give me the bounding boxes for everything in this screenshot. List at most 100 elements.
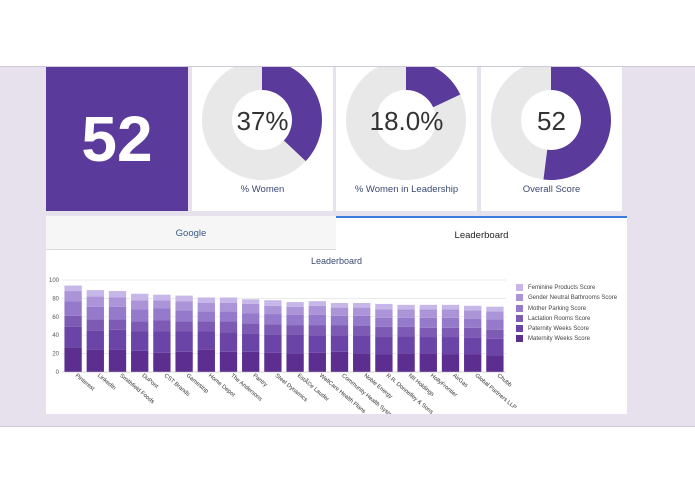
bar-segment bbox=[86, 306, 104, 320]
bar-segment bbox=[153, 331, 171, 353]
legend-swatch bbox=[516, 294, 523, 302]
bar-segment bbox=[131, 300, 149, 310]
x-tick-label: Global Partners LLP bbox=[473, 373, 517, 411]
bar-segment bbox=[375, 326, 393, 338]
bar-segment bbox=[464, 354, 482, 372]
bar-segment bbox=[264, 334, 282, 353]
bar-segment bbox=[153, 300, 171, 309]
legend-swatch bbox=[516, 335, 523, 343]
women-leadership-card: 18.0% % Women in Leadership bbox=[336, 67, 477, 211]
bar-segment bbox=[64, 291, 82, 302]
overall-score-donut-fill bbox=[543, 67, 611, 180]
bar-segment bbox=[175, 295, 193, 302]
bar-segment bbox=[464, 327, 482, 338]
bar-segment bbox=[441, 304, 460, 310]
bar-segment bbox=[131, 309, 149, 322]
bar-segment bbox=[264, 300, 282, 306]
bar-segment bbox=[242, 299, 260, 304]
bar-segment bbox=[153, 308, 171, 321]
bar-segment bbox=[375, 317, 393, 327]
bar-segment bbox=[486, 355, 504, 372]
legend-item[interactable]: Paternity Weeks Score bbox=[516, 324, 617, 334]
women-leadership-value: 18.0% bbox=[369, 106, 444, 136]
bar-segment bbox=[153, 294, 171, 301]
bar-segment bbox=[131, 331, 149, 351]
bar-segment bbox=[64, 315, 82, 327]
legend-swatch bbox=[516, 304, 523, 312]
bar-segment bbox=[441, 327, 460, 338]
bar-segment bbox=[286, 353, 304, 372]
bar-segment bbox=[353, 326, 371, 336]
legend-item[interactable]: Gender Neutral Bathrooms Score bbox=[516, 293, 617, 303]
bar-segment bbox=[108, 291, 127, 298]
bar-segment bbox=[330, 303, 349, 308]
bar-segment bbox=[286, 334, 304, 354]
bar-segment bbox=[397, 326, 415, 337]
legend-label: Gender Neutral Bathrooms Score bbox=[528, 295, 618, 302]
legend-item[interactable]: Maternity Weeks Score bbox=[516, 334, 617, 344]
bar-segment bbox=[131, 350, 149, 372]
bar-segment bbox=[86, 319, 104, 331]
bar-segment bbox=[286, 302, 304, 307]
bar-segment bbox=[464, 337, 482, 355]
bar-segment bbox=[441, 317, 460, 328]
bar-segment bbox=[131, 321, 149, 332]
legend-item[interactable]: Feminine Products Score bbox=[516, 283, 617, 293]
bar-segment bbox=[242, 313, 260, 324]
x-tick-label: AirGas bbox=[451, 373, 469, 389]
bar-segment bbox=[264, 305, 282, 315]
bar-segment bbox=[197, 297, 215, 303]
women-donut-fill bbox=[262, 67, 322, 162]
x-tick-label: Chubb bbox=[496, 373, 513, 389]
bar-segment bbox=[330, 307, 349, 316]
bar-segment bbox=[330, 315, 349, 326]
bar-segment bbox=[375, 354, 393, 372]
bar-segment bbox=[330, 351, 349, 372]
bar-segment bbox=[86, 330, 104, 350]
bar-segment bbox=[308, 352, 326, 372]
bar-segment bbox=[464, 305, 482, 311]
bar-segment bbox=[419, 317, 437, 328]
tab-google[interactable]: Google bbox=[46, 216, 336, 250]
bar-segment bbox=[86, 349, 104, 372]
bar-segment bbox=[86, 290, 104, 297]
bar-segment bbox=[419, 304, 437, 310]
x-tick-label: Pantry bbox=[251, 373, 268, 388]
bar-segment bbox=[486, 306, 504, 312]
legend-swatch bbox=[516, 314, 523, 322]
bar-segment bbox=[242, 323, 260, 334]
bar-segment bbox=[197, 321, 215, 332]
bar-segment bbox=[441, 354, 460, 372]
y-tick-label: 80 bbox=[52, 296, 59, 302]
bar-segment bbox=[175, 351, 193, 372]
tab-leaderboard[interactable]: Leaderboard bbox=[336, 216, 627, 250]
bar-segment bbox=[86, 296, 104, 307]
bar-segment bbox=[219, 351, 238, 372]
bar-segment bbox=[242, 303, 260, 314]
women-percentage-value: 37% bbox=[236, 106, 289, 136]
legend-item[interactable]: Mother Parking Score bbox=[516, 304, 617, 314]
bar-segment bbox=[308, 301, 326, 306]
x-tick-label: LinkedIn bbox=[96, 373, 117, 392]
bar-segment bbox=[353, 303, 371, 308]
bar-segment bbox=[464, 310, 482, 319]
bar-segment bbox=[353, 335, 371, 354]
bar-segment bbox=[108, 329, 127, 350]
bar-segment bbox=[397, 336, 415, 354]
bar-segment bbox=[64, 326, 82, 348]
bar-segment bbox=[419, 327, 437, 338]
overall-score-value: 52 bbox=[81, 103, 153, 175]
bar-segment bbox=[419, 337, 437, 354]
bar-segment bbox=[486, 319, 504, 330]
bar-segment bbox=[264, 324, 282, 335]
bar-segment bbox=[441, 309, 460, 318]
company-tabs: Google Leaderboard bbox=[46, 216, 627, 250]
bar-segment bbox=[153, 320, 171, 332]
bar-segment bbox=[375, 309, 393, 318]
bar-segment bbox=[441, 337, 460, 355]
bar-segment bbox=[397, 317, 415, 327]
legend-item[interactable]: Lactation Rooms Score bbox=[516, 314, 617, 324]
bar-segment bbox=[308, 335, 326, 353]
bar-segment bbox=[175, 310, 193, 322]
